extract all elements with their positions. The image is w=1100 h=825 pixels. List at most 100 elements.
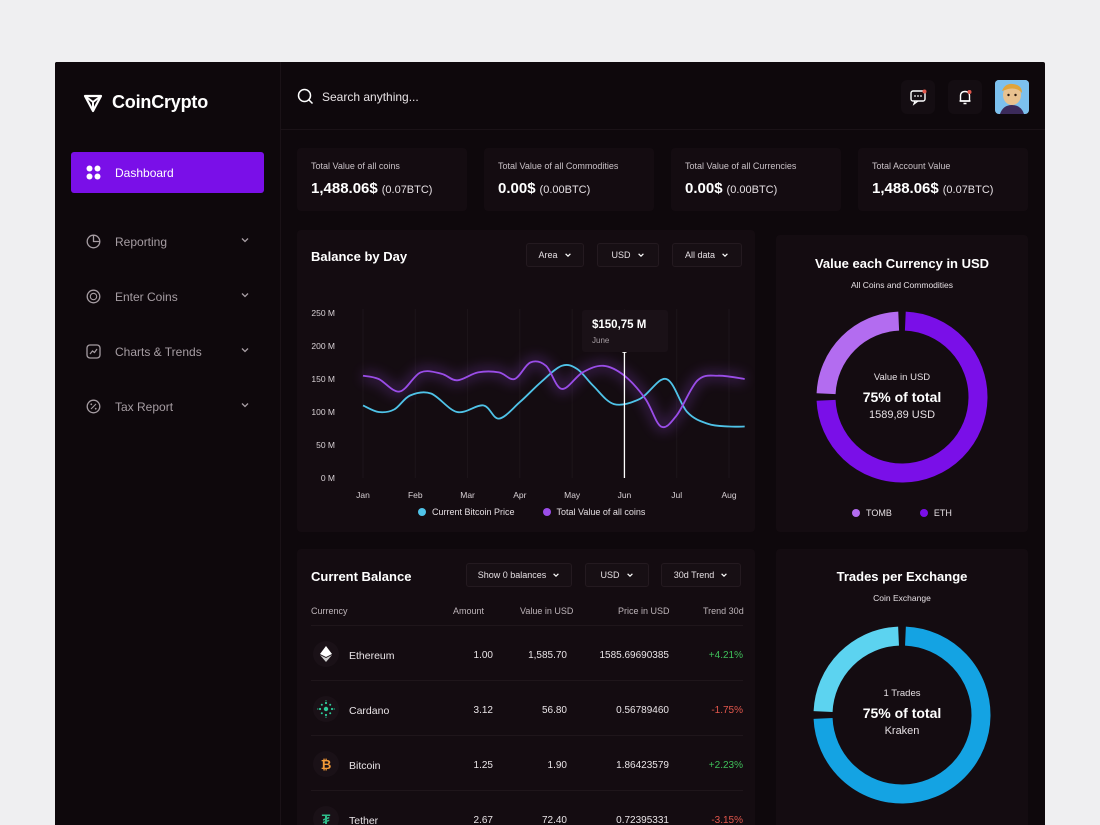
bitcoin-icon: ₿ xyxy=(313,751,339,777)
table-row[interactable]: Ethereum 1.00 1,585.70 1585.69690385 +4.… xyxy=(311,625,743,680)
chevron-down-icon xyxy=(721,573,728,578)
dropdown-label: Area xyxy=(538,250,558,260)
sidebar-nav: Dashboard Reporting Enter Coins xyxy=(71,152,264,441)
legend-item: Total Value of all coins xyxy=(542,507,645,517)
card-title: Trades per Exchange xyxy=(836,569,968,584)
column-header[interactable]: Price in USD xyxy=(618,606,670,616)
x-tick-label: Jul xyxy=(671,490,682,500)
card-title: Value each Currency in USD xyxy=(814,256,990,271)
trend-icon xyxy=(85,344,101,360)
range-dropdown[interactable]: All data xyxy=(672,243,742,267)
sidebar-item-tax-report[interactable]: Tax Report xyxy=(71,386,264,427)
app-name: CoinCrypto xyxy=(112,92,208,112)
currency-donut-card: Value each Currency in USD All Coins and… xyxy=(776,235,1028,532)
amount: 2.67 xyxy=(473,815,493,825)
search-input[interactable]: Search anything... xyxy=(322,89,419,104)
table-row[interactable]: Cardano 3.12 56.80 0.56789460 -1.75% xyxy=(311,680,743,735)
amount: 1.00 xyxy=(473,650,493,661)
value-usd: 1,585.70 xyxy=(528,650,567,661)
legend-item: Current Bitcoin Price xyxy=(418,507,515,517)
dropdown-label: All data xyxy=(684,250,716,260)
tooltip-label: June xyxy=(592,336,610,345)
bell-icon xyxy=(959,90,972,105)
legend-label: TOMB xyxy=(866,508,892,518)
donut-segment[interactable] xyxy=(816,311,900,395)
donut-center-pct: 75% of total xyxy=(862,389,942,405)
stat-value: 1,488.06$ (0.07BTC) xyxy=(872,180,994,197)
legend-item: TOMB xyxy=(852,508,892,518)
sidebar-item-label: Reporting xyxy=(115,234,168,249)
legend-dot xyxy=(418,508,426,516)
grid-icon xyxy=(85,165,101,181)
donut-segment[interactable] xyxy=(816,311,988,483)
y-tick-label: 150 M xyxy=(311,374,335,384)
donut-center: 1 Trades 75% of total Kraken xyxy=(827,688,977,737)
sidebar-item-label: Charts & Trends xyxy=(115,344,202,359)
ethereum-icon xyxy=(313,641,339,667)
avatar[interactable] xyxy=(995,80,1029,114)
balance-chart-card: Balance by Day Area USD All data Jan Feb M… xyxy=(297,230,755,532)
chevron-down-icon xyxy=(241,238,249,243)
messages-button[interactable] xyxy=(901,80,935,114)
stat-value: 0.00$ (0.00BTC) xyxy=(685,180,778,197)
column-header[interactable]: Amount xyxy=(453,606,485,616)
stat-card-account: Total Account Value 1,488.06$ (0.07BTC) xyxy=(858,148,1028,211)
table-row[interactable]: ₿ Bitcoin 1.25 1.90 1.86423579 +2.23% xyxy=(311,735,743,790)
balance-line-chart: Jan Feb Mar Apr May Jun Jul Aug 250 M 200 M 150 M 1… xyxy=(311,308,746,500)
value-usd: 56.80 xyxy=(541,705,567,716)
sidebar-item-charts-trends[interactable]: Charts & Trends xyxy=(71,331,264,372)
column-header[interactable]: Currency xyxy=(311,606,348,616)
chevron-down-icon xyxy=(241,403,249,408)
legend-dot xyxy=(542,508,551,516)
chevron-down-icon xyxy=(722,253,728,258)
donut-center: Value in USD 75% of total 1589,89 USD xyxy=(827,372,977,421)
amount: 1.25 xyxy=(473,760,493,771)
currency-dropdown[interactable]: USD xyxy=(585,563,649,587)
chevron-down-icon xyxy=(637,253,644,258)
legend-label: Current Bitcoin Price xyxy=(432,507,515,517)
legend-dot xyxy=(919,509,928,517)
sidebar-item-label: Dashboard xyxy=(115,165,174,180)
column-header[interactable]: Trend 30d xyxy=(703,606,744,616)
value-usd: 1.90 xyxy=(547,760,567,771)
currency-dropdown[interactable]: USD xyxy=(597,243,659,267)
x-tick-label: Feb xyxy=(408,490,423,500)
current-balance-card: Current Balance Show 0 balances USD 30d … xyxy=(297,549,755,825)
column-header[interactable]: Value in USD xyxy=(520,606,574,616)
trend-30d: +2.23% xyxy=(708,760,743,771)
donut-segment[interactable] xyxy=(813,626,900,713)
chart-type-dropdown[interactable]: Area xyxy=(526,243,584,267)
show-zero-balances-dropdown[interactable]: Show 0 balances xyxy=(466,563,572,587)
stat-card-coins: Total Value of all coins 1,488.06$ (0.07B… xyxy=(297,148,467,211)
stat-sub: (0.07BTC) xyxy=(942,184,994,196)
y-tick-label: 100 M xyxy=(311,407,335,417)
stat-value: 1,488.06$ (0.07BTC) xyxy=(311,180,433,197)
notifications-button[interactable] xyxy=(948,80,982,114)
coin-icon xyxy=(85,289,101,305)
trend-dropdown[interactable]: 30d Trend xyxy=(661,563,741,587)
table-row[interactable]: ₮ Tether 2.67 72.40 0.72395331 -3.15% xyxy=(311,790,743,825)
logo[interactable]: CoinCrypto xyxy=(83,92,208,113)
sidebar-item-reporting[interactable]: Reporting xyxy=(71,221,264,262)
y-tick-label: 250 M xyxy=(311,308,335,318)
currency-name: Ethereum xyxy=(349,650,395,662)
chat-icon xyxy=(910,89,927,106)
stat-sub: (0.07BTC) xyxy=(381,184,433,196)
sidebar-item-dashboard[interactable]: Dashboard xyxy=(71,152,264,193)
stat-sub: (0.00BTC) xyxy=(726,184,778,196)
price-usd: 1585.69690385 xyxy=(599,650,669,661)
percent-icon xyxy=(85,399,101,415)
search-bar[interactable]: Search anything... xyxy=(297,88,419,105)
price-usd: 1.86423579 xyxy=(616,760,669,771)
legend-label: ETH xyxy=(933,508,952,518)
donut-center-pct: 75% of total xyxy=(862,705,942,721)
exchange-donut-chart xyxy=(813,626,991,804)
donut-segment[interactable] xyxy=(813,626,991,804)
stat-sub: (0.00BTC) xyxy=(539,184,591,196)
trend-30d: +4.21% xyxy=(708,650,743,661)
card-title: Balance by Day xyxy=(311,249,408,264)
chevron-down-icon xyxy=(241,293,249,298)
donut-center-label: Value in USD xyxy=(873,372,931,383)
sidebar-item-enter-coins[interactable]: Enter Coins xyxy=(71,276,264,317)
total-value-line xyxy=(362,360,745,429)
